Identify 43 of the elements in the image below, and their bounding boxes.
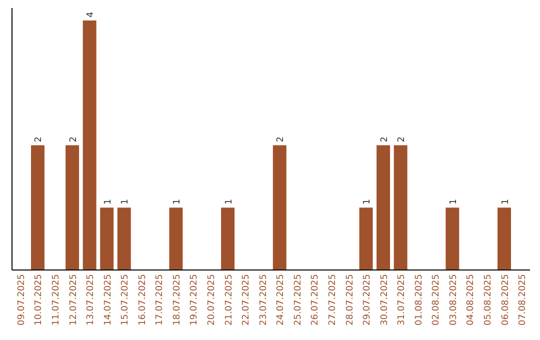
- x-tick-label: 10.07.2025: [34, 274, 44, 326]
- x-tick-label: 04.08.2025: [466, 274, 476, 326]
- data-label: 1: [500, 198, 511, 205]
- x-tick-label: 01.08.2025: [414, 274, 424, 326]
- x-tick-label: 26.07.2025: [310, 274, 321, 326]
- data-label: 2: [380, 136, 390, 142]
- x-tick-label: 05.08.2025: [483, 274, 494, 326]
- x-tick-label: 16.07.2025: [138, 274, 148, 326]
- x-tick-label: 09.07.2025: [16, 274, 27, 326]
- x-tick-label: 20.07.2025: [207, 274, 218, 326]
- data-label: 1: [448, 198, 459, 205]
- x-tick-label: 25.07.2025: [293, 274, 304, 326]
- x-tick-label: 02.08.2025: [432, 274, 442, 326]
- data-label: 2: [68, 136, 79, 142]
- x-tick-label: 06.08.2025: [500, 274, 511, 326]
- x-tick-label: 14.07.2025: [103, 274, 114, 326]
- x-tick-label: 28.07.2025: [345, 274, 356, 326]
- x-tick-label: 13.07.2025: [86, 274, 96, 326]
- x-tick-label: 29.07.2025: [362, 274, 373, 326]
- x-tick-label: 15.07.2025: [120, 274, 131, 326]
- data-label: 2: [34, 136, 44, 142]
- x-tick-label: 11.07.2025: [52, 274, 62, 326]
- x-tick-label: 22.07.2025: [242, 274, 252, 326]
- x-tick-label: 27.07.2025: [328, 274, 338, 326]
- x-tick-label: 07.08.2025: [518, 274, 528, 326]
- data-label: 1: [120, 198, 131, 205]
- x-tick-label: 17.07.2025: [155, 274, 166, 326]
- data-label: 2: [276, 136, 286, 142]
- x-tick-label: 21.07.2025: [224, 274, 234, 326]
- x-tick-label: 03.08.2025: [448, 274, 459, 326]
- data-label: 2: [397, 136, 408, 142]
- data-label: 1: [172, 198, 182, 205]
- x-tick-label: 12.07.2025: [68, 274, 79, 326]
- x-tick-label: 24.07.2025: [276, 274, 286, 326]
- data-label: 4: [86, 11, 96, 18]
- x-tick-label: 19.07.2025: [190, 274, 200, 326]
- x-tick-label: 23.07.2025: [258, 274, 269, 326]
- data-label: 1: [362, 198, 373, 205]
- x-tick-label: 30.07.2025: [380, 274, 390, 326]
- data-label: 1: [103, 198, 114, 205]
- data-label: 1: [224, 198, 234, 205]
- x-tick-label: 31.07.2025: [397, 274, 408, 326]
- x-tick-label: 18.07.2025: [172, 274, 182, 326]
